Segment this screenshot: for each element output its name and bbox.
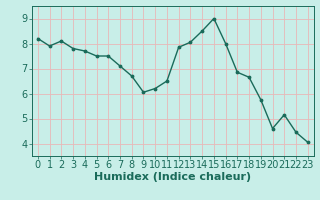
X-axis label: Humidex (Indice chaleur): Humidex (Indice chaleur) (94, 172, 252, 182)
